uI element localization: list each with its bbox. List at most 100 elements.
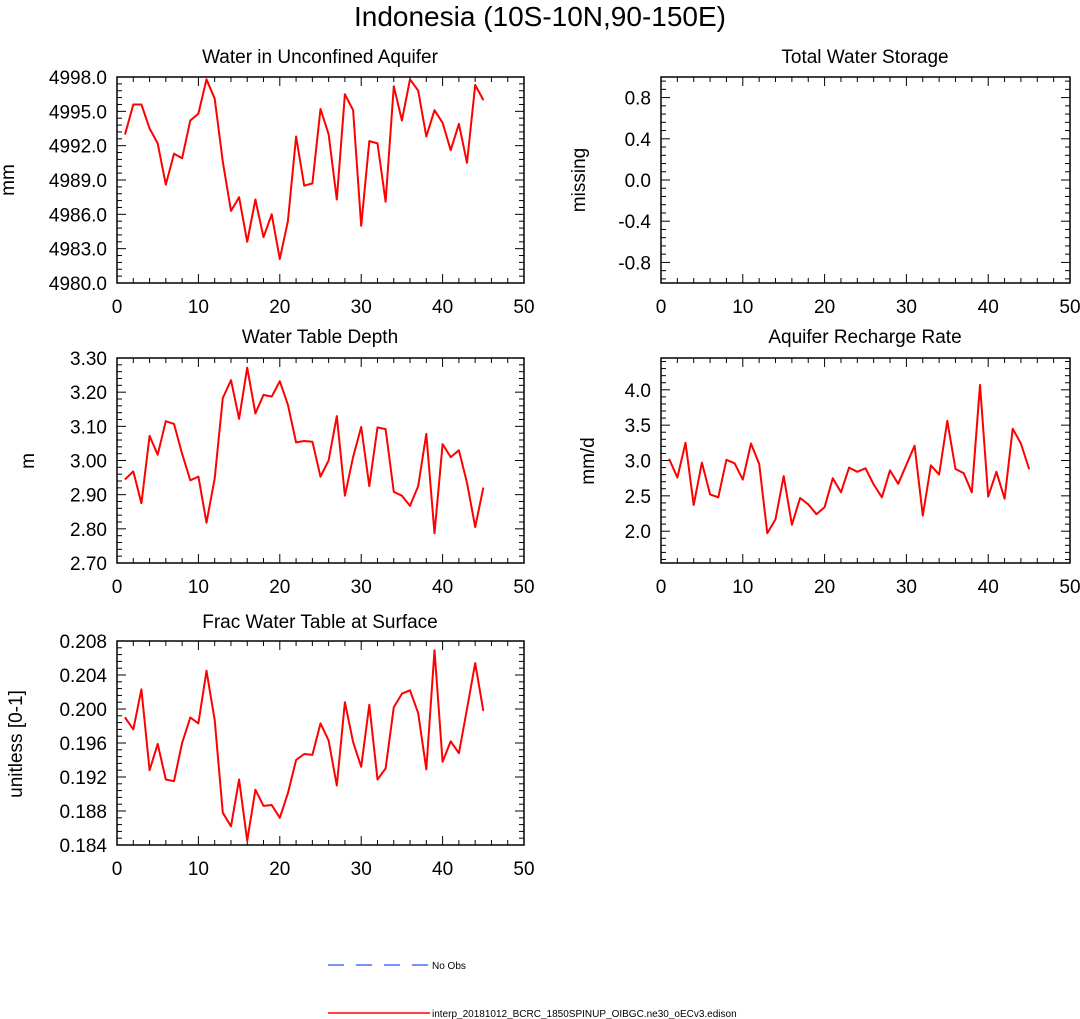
x-tick-label: 30 [351,577,372,598]
data-point [450,149,452,151]
data-point [360,225,362,227]
x-tick-label: 0 [112,297,123,318]
data-point [873,483,875,486]
data-point [742,478,744,481]
data-point [205,78,208,80]
data-point [783,475,785,477]
series-line [124,78,485,260]
y-tick-label: 0.196 [59,734,107,755]
data-point [425,768,427,770]
data-point [148,769,151,771]
data-point [214,98,216,100]
plot-frame [660,76,1071,284]
data-point [385,428,387,430]
plot-frame [116,357,525,564]
x-tick-label: 40 [978,297,999,318]
y-axis-label: m [18,453,39,469]
data-point [336,198,338,201]
data-point [352,456,354,458]
y-tick-label: 0.184 [59,836,107,857]
panel-title: Total Water Storage [781,47,948,68]
panel-water-table-depth: Water Table Depth m 0 10 20 30 40 50 2.70 2.80 2… [18,327,535,598]
x-tick-label: 30 [351,297,372,318]
data-point [157,142,159,144]
data-point [385,201,387,203]
data-point [930,464,932,467]
data-point [197,113,199,115]
data-point [197,475,199,478]
data-point [189,119,191,122]
data-point [205,670,208,672]
data-point [409,689,411,691]
data-point [1028,468,1030,470]
data-point [393,491,395,493]
y-tick-label: 0.8 [625,89,651,110]
x-tick-label: 0 [656,577,667,598]
x-tick-label: 50 [513,297,534,318]
y-tick-label: 0.204 [59,666,107,687]
x-tick-label: 10 [732,297,753,318]
data-point [979,384,981,386]
y-tick-label: 2.0 [625,522,651,543]
panel-title: Water Table Depth [242,327,398,348]
x-tick-label: 0 [112,859,123,880]
y-tick-label: 0.192 [59,768,107,789]
y-tick-label: 4992.0 [49,137,107,158]
data-point [840,491,842,493]
data-point [376,426,379,428]
x-tick-label: 20 [269,297,290,318]
data-point [222,161,224,163]
data-point [848,466,850,469]
y-tick-label: 4995.0 [49,102,107,123]
data-point [214,719,216,721]
data-point [393,85,395,87]
data-point [466,482,468,484]
data-point [963,472,965,474]
data-point [474,526,476,528]
data-point [336,784,338,787]
data-point [124,133,126,135]
data-point [433,109,436,111]
data-point [230,825,232,827]
x-tick-label: 30 [351,859,372,880]
y-tick-label: 0.188 [59,802,107,823]
x-tick-label: 40 [432,297,453,318]
y-tick-label: 4980.0 [49,274,107,295]
data-point [466,708,468,710]
data-point [425,135,427,138]
data-point [230,210,232,212]
data-point [385,767,387,770]
data-point [482,99,484,101]
data-point [684,442,687,444]
panel-title: Aquifer Recharge Rate [768,327,961,348]
data-point [140,103,143,106]
plot-area: 0 10 20 30 40 50 0.184 0.188 0.192 0.196 0.200 0.20… [59,632,534,880]
plot-area: 0 10 20 30 40 50 2.0 2.5 3.0 3.5 4.0 [625,357,1080,598]
x-tick-label: 50 [513,577,534,598]
x-tick-label: 10 [188,859,209,880]
data-point [676,476,678,479]
data-point [758,463,760,465]
data-point [254,198,256,201]
x-tick-label: 50 [1059,577,1080,598]
data-point [474,84,476,86]
data-point [442,761,444,763]
data-point [181,157,183,159]
data-point [124,716,126,719]
plot-area: 0 10 20 30 40 50 4980.0 4983.0 4986.0 4989.0 4992.… [49,68,535,318]
data-point [750,442,752,445]
data-point [954,468,957,470]
data-point [165,420,167,422]
data-point [450,456,452,458]
data-point [246,840,248,842]
data-point [157,743,159,745]
data-point [832,477,834,479]
data-point [425,433,427,435]
data-point [189,716,191,719]
data-point [205,522,208,524]
data-point [889,469,891,471]
data-point [279,817,281,819]
x-tick-label: 10 [732,577,753,598]
data-point [173,153,175,155]
data-point [458,752,460,754]
